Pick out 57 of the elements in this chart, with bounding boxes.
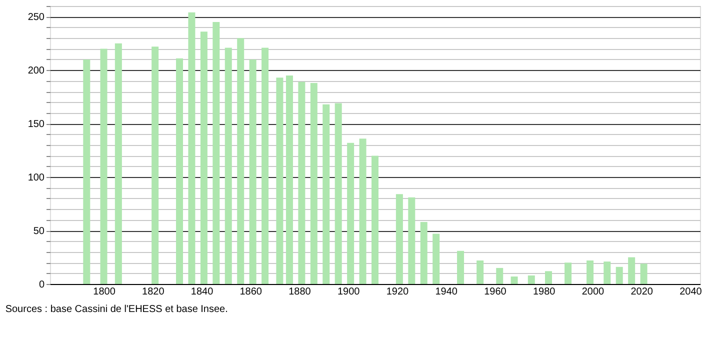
bar bbox=[432, 234, 440, 284]
bar bbox=[212, 22, 220, 284]
x-tick-label: 1860 bbox=[240, 286, 262, 298]
y-tick-label: 250 bbox=[28, 12, 45, 24]
bar bbox=[224, 48, 232, 284]
x-tick-label: 2000 bbox=[582, 286, 605, 298]
bar bbox=[298, 82, 306, 284]
bar bbox=[616, 266, 623, 284]
bar bbox=[347, 142, 354, 284]
bar bbox=[640, 264, 648, 284]
x-tick-label: 1940 bbox=[435, 286, 458, 298]
bar bbox=[586, 260, 594, 284]
bar bbox=[564, 262, 572, 284]
x-tick-label: 1820 bbox=[142, 286, 165, 298]
x-tick-label: 1900 bbox=[337, 286, 360, 298]
x-tick-label: 1960 bbox=[484, 286, 507, 298]
bar bbox=[408, 197, 416, 284]
bar bbox=[276, 78, 284, 284]
bar bbox=[496, 268, 504, 284]
bar bbox=[100, 48, 108, 284]
x-tick-label: 1840 bbox=[190, 286, 214, 298]
bar bbox=[396, 194, 403, 284]
x-tick-label: 2020 bbox=[630, 286, 654, 298]
source-note: Sources : base Cassini de l'EHESS et base Insee. bbox=[5, 304, 228, 315]
bar bbox=[114, 43, 122, 284]
bar bbox=[359, 138, 366, 284]
bar bbox=[176, 58, 184, 284]
y-tick-label: 150 bbox=[28, 119, 45, 130]
bar bbox=[372, 156, 378, 284]
x-tick-label: 1920 bbox=[386, 286, 410, 298]
bar bbox=[322, 104, 330, 284]
bar bbox=[457, 250, 464, 284]
bar bbox=[237, 38, 244, 284]
bar bbox=[249, 59, 256, 284]
x-tick-label: 2040 bbox=[680, 286, 702, 298]
x-tick-label: 1880 bbox=[288, 286, 312, 298]
y-tick-label: 50 bbox=[33, 226, 45, 238]
x-tick-label: 1980 bbox=[532, 286, 556, 298]
bar bbox=[544, 271, 552, 284]
bar bbox=[528, 275, 535, 284]
bar bbox=[420, 222, 428, 284]
bar bbox=[286, 76, 293, 284]
y-tick-label: 0 bbox=[38, 280, 45, 290]
bar bbox=[262, 48, 269, 284]
bar bbox=[604, 262, 611, 284]
y-tick-label: 200 bbox=[28, 66, 45, 77]
y-tick-label: 100 bbox=[28, 172, 45, 184]
x-tick-label: 1800 bbox=[93, 286, 116, 298]
bar bbox=[334, 103, 342, 284]
bar bbox=[628, 257, 636, 284]
bar bbox=[200, 32, 208, 284]
bar bbox=[310, 82, 318, 284]
bar bbox=[83, 59, 90, 284]
bar bbox=[152, 46, 159, 284]
bar bbox=[188, 12, 196, 284]
bar bbox=[510, 276, 518, 284]
bar bbox=[476, 260, 484, 284]
